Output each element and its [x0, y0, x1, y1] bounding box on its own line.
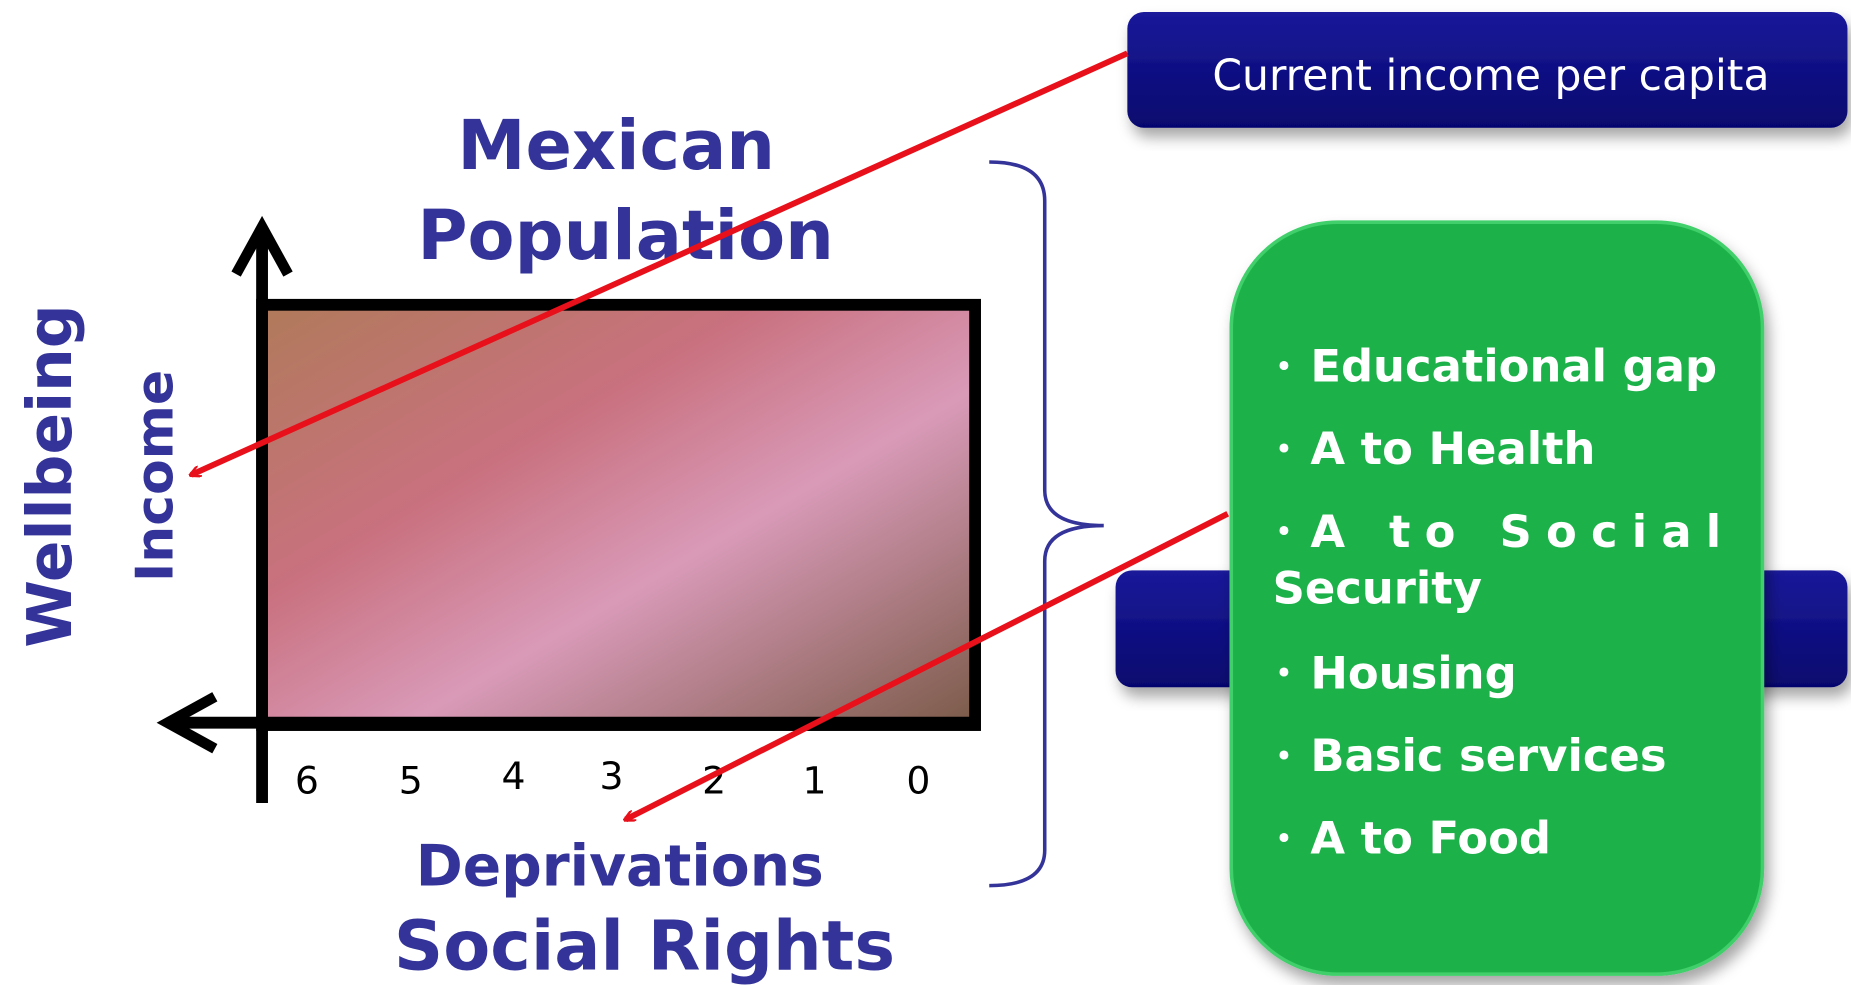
crowd-photo: [262, 305, 975, 725]
bullet: •: [1275, 432, 1293, 467]
bullet: •: [1275, 822, 1293, 857]
title-line: Population: [417, 196, 834, 276]
x-label-outer: Social Rights: [394, 906, 895, 985]
brace: [989, 162, 1104, 886]
bullet: •: [1275, 515, 1293, 550]
list-item-line: Security: [1273, 561, 1482, 614]
list-item: Housing: [1310, 646, 1516, 699]
x-tick-label: 4: [501, 754, 525, 798]
x-tick-label: 0: [906, 759, 930, 803]
y-label-outer: Wellbeing: [15, 304, 86, 647]
y-label-inner: Income: [125, 370, 185, 582]
slide: Current income per capita Mexican Popula…: [0, 0, 1851, 985]
list-item: Educational gap: [1310, 340, 1717, 393]
x-tick-label: 1: [803, 759, 827, 803]
list-item: A to Health: [1310, 422, 1595, 475]
list-item: Basic services: [1310, 729, 1666, 782]
bullet: •: [1275, 739, 1293, 774]
x-tick-label: 6: [295, 759, 319, 803]
x-tick-label: 3: [599, 754, 623, 798]
x-tick-label: 5: [399, 759, 423, 803]
title-line: Mexican: [457, 106, 775, 186]
bullet: •: [1275, 657, 1293, 692]
bullet: •: [1275, 350, 1293, 385]
list-item: A to Food: [1310, 812, 1551, 865]
x-label-inner: Deprivations: [416, 834, 824, 900]
income-box-text: Current income per capita: [1212, 52, 1769, 101]
page: Current income per capita Mexican Popula…: [0, 0, 1851, 985]
